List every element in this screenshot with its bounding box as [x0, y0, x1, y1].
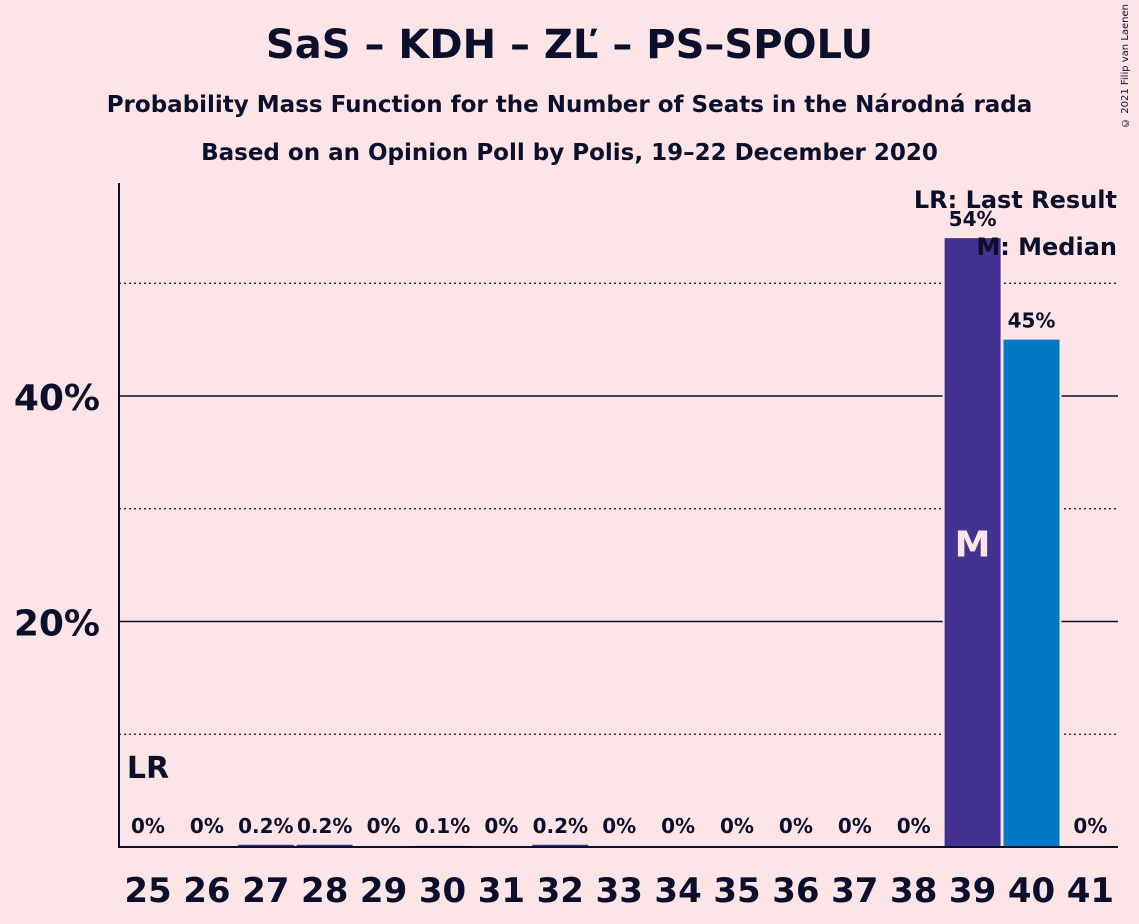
median-marker: M: [955, 525, 991, 566]
bar-value-label: 0%: [779, 814, 813, 838]
x-tick-label: 34: [654, 871, 701, 911]
x-tick-label: 32: [537, 871, 584, 911]
bar-value-label: 0.1%: [415, 814, 470, 838]
bar-32: [532, 844, 589, 847]
bar-value-label: 0%: [661, 814, 695, 838]
bar-value-label: 0%: [1073, 814, 1107, 838]
chart-source-line: Based on an Opinion Poll by Polis, 19–22…: [201, 140, 938, 166]
bar-value-label: 0%: [602, 814, 636, 838]
legend-entry: M: Median: [976, 233, 1117, 261]
bar-value-label: 0%: [720, 814, 754, 838]
y-tick-label: 20%: [14, 604, 100, 645]
bar-value-label: 0%: [838, 814, 872, 838]
x-tick-label: 35: [713, 871, 760, 911]
bar-39: [944, 238, 1001, 847]
x-tick-label: 33: [596, 871, 643, 911]
bar-value-label: 54%: [949, 207, 997, 231]
last-result-marker: LR: [127, 751, 169, 786]
bar-value-label: 0.2%: [533, 814, 588, 838]
chart-title: SaS – KDH – ZĽ – PS–SPOLU: [265, 22, 874, 68]
chart-subtitle: Probability Mass Function for the Number…: [106, 92, 1033, 118]
x-tick-label: 37: [831, 871, 878, 911]
bar-value-label: 45%: [1008, 309, 1056, 333]
x-tick-label: 29: [360, 871, 407, 911]
x-tick-label: 41: [1067, 871, 1114, 911]
y-tick-label: 40%: [14, 378, 100, 419]
bar-40: [1003, 339, 1060, 847]
bar-value-label: 0.2%: [238, 814, 293, 838]
bar-28: [296, 844, 353, 847]
x-tick-label: 36: [772, 871, 819, 911]
x-tick-label: 38: [890, 871, 937, 911]
x-tick-label: 28: [301, 871, 348, 911]
bar-27: [237, 844, 294, 847]
x-tick-label: 39: [949, 871, 996, 911]
x-tick-label: 27: [242, 871, 289, 911]
x-tick-label: 40: [1008, 871, 1055, 911]
x-tick-label: 30: [419, 871, 466, 911]
x-tick-label: 26: [183, 871, 230, 911]
bar-value-label: 0.2%: [297, 814, 352, 838]
bar-value-label: 0%: [897, 814, 931, 838]
bar-value-label: 0%: [484, 814, 518, 838]
x-tick-label: 25: [124, 871, 171, 911]
legend-entry: LR: Last Result: [914, 186, 1117, 214]
bar-value-label: 0%: [190, 814, 224, 838]
bar-value-label: 0%: [131, 814, 165, 838]
x-tick-label: 31: [478, 871, 525, 911]
bar-value-label: 0%: [367, 814, 401, 838]
